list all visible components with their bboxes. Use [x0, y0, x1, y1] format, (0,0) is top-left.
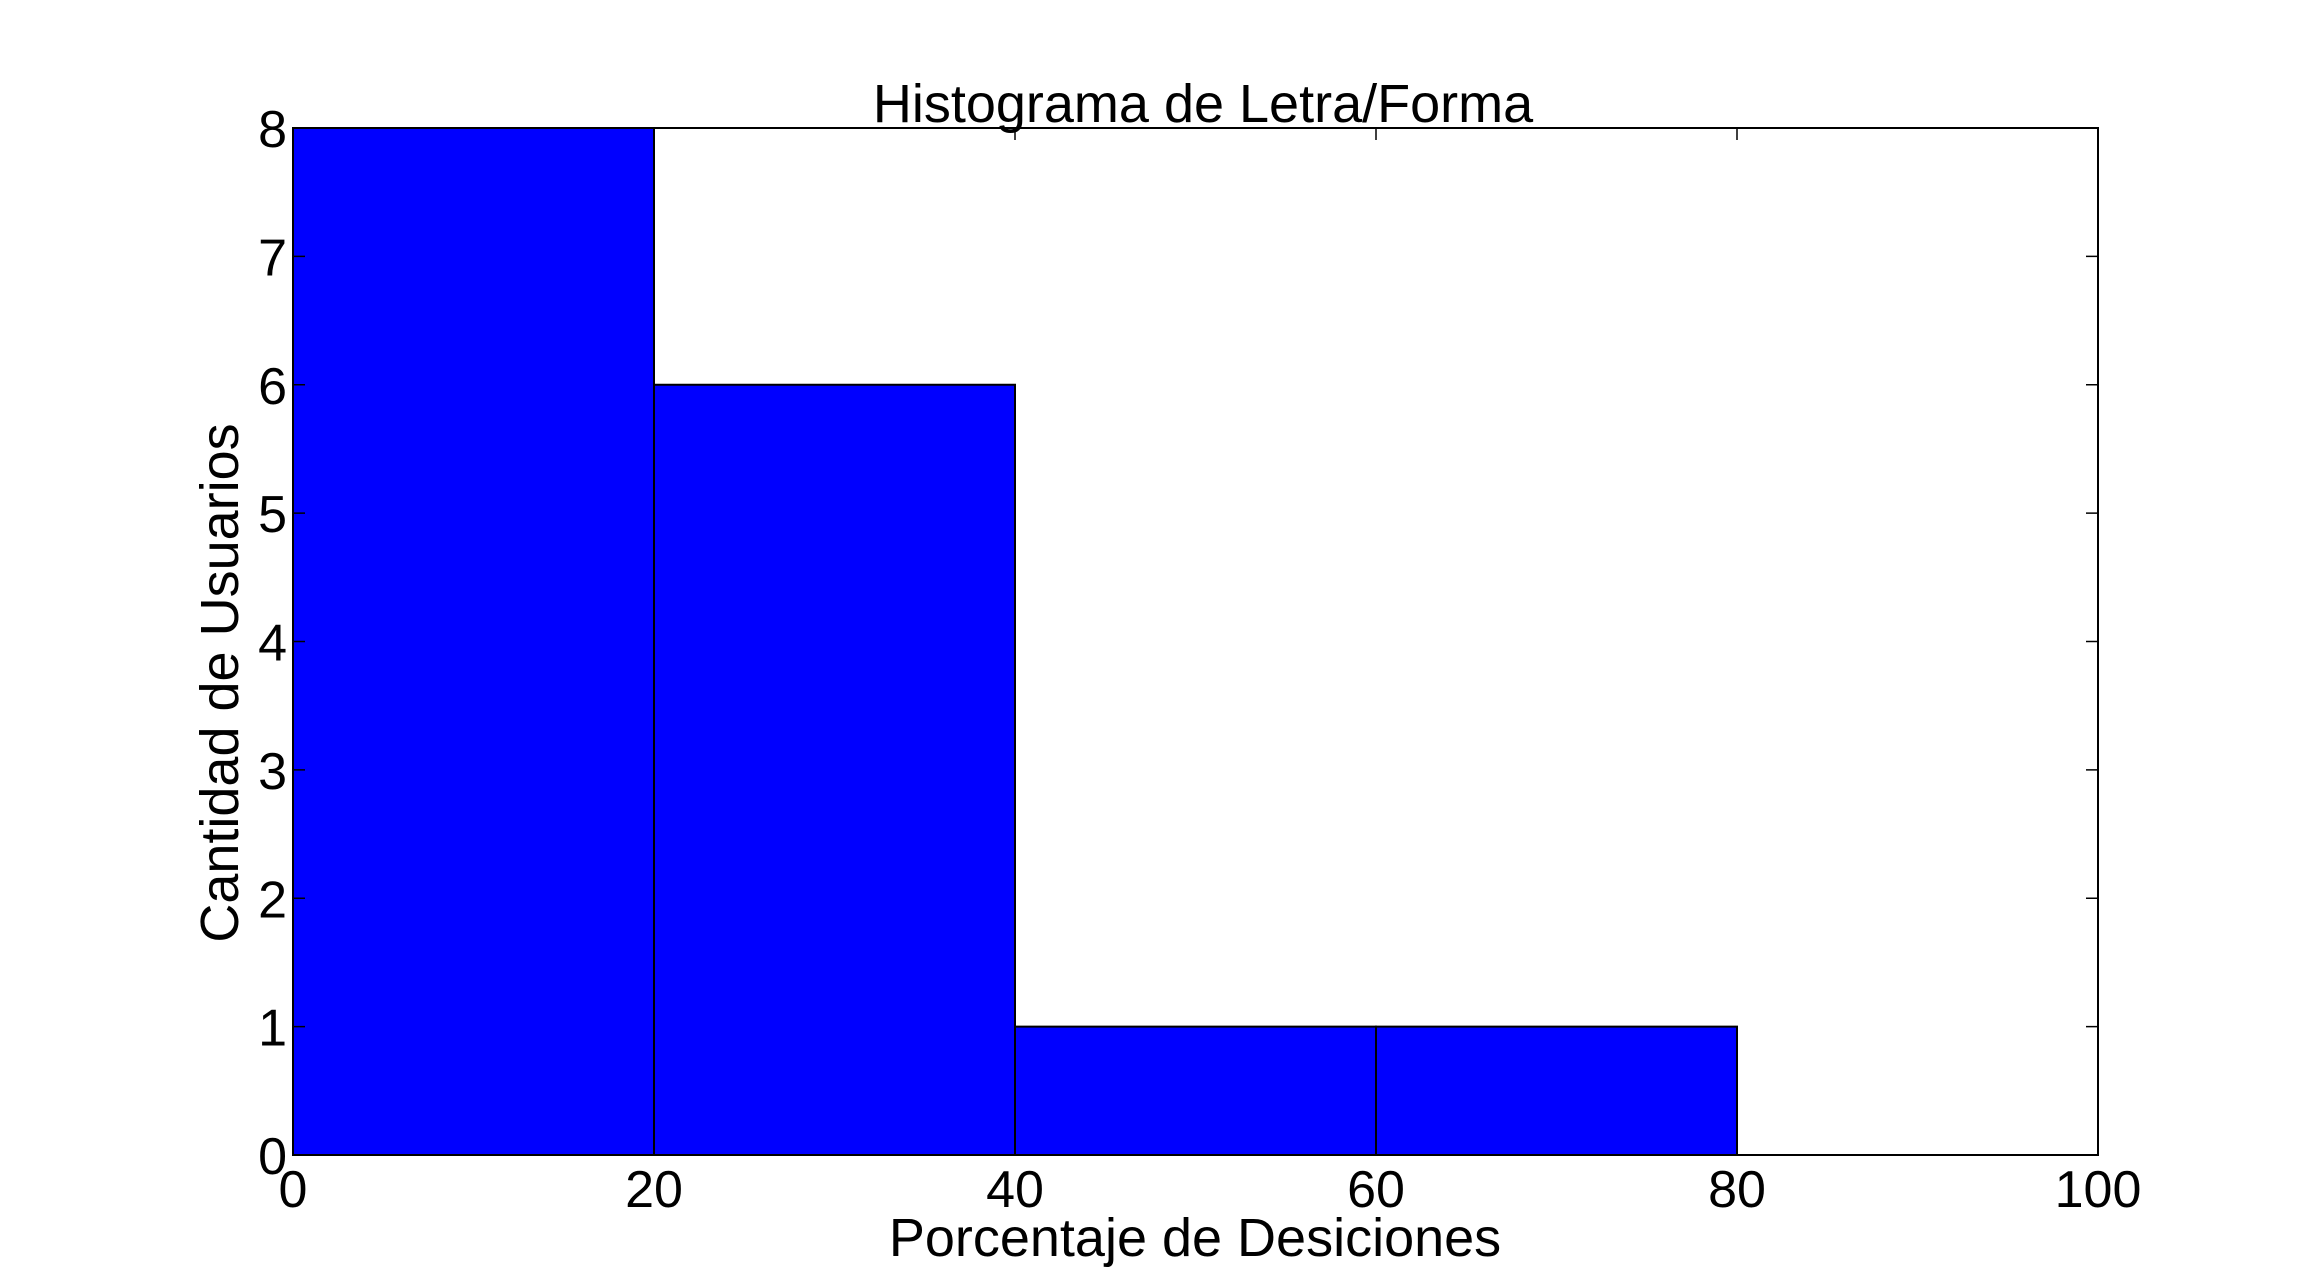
y-tick-label: 0	[258, 1128, 287, 1186]
y-tick-label: 1	[258, 1000, 287, 1058]
histogram-bar-3	[1375, 1025, 1738, 1156]
chart-title: Histograma de Letra/Forma	[873, 74, 1534, 134]
x-tick-label: 20	[625, 1161, 683, 1219]
x-tick-label: 60	[1347, 1161, 1405, 1219]
y-tick-label: 5	[258, 486, 287, 544]
y-tick-label: 8	[258, 101, 287, 159]
histogram-bar-1	[653, 383, 1016, 1156]
y-tick-label: 2	[258, 871, 287, 929]
y-tick-label: 3	[258, 743, 287, 801]
y-tick-label: 6	[258, 358, 287, 416]
x-tick-label: 40	[986, 1161, 1044, 1219]
x-tick-label: 100	[2055, 1161, 2142, 1219]
histogram-bar-0	[292, 127, 655, 1156]
y-tick-label: 7	[258, 229, 287, 287]
bars-layer	[292, 127, 1738, 1156]
plot-frame	[292, 127, 2099, 1156]
x-tick-label: 0	[279, 1161, 308, 1219]
histogram-bar-2	[1014, 1025, 1377, 1156]
x-tick-label: 80	[1708, 1161, 1766, 1219]
y-tick-label: 4	[258, 615, 287, 673]
tick-labels-layer: 0 20 40 60 80 100 0 1 2 3 4 5 6 7 8	[258, 101, 2141, 1219]
x-axis-title: Porcentaje de Desiciones	[889, 1208, 1501, 1268]
y-axis-title: Cantidad de Usuarios	[190, 423, 250, 942]
